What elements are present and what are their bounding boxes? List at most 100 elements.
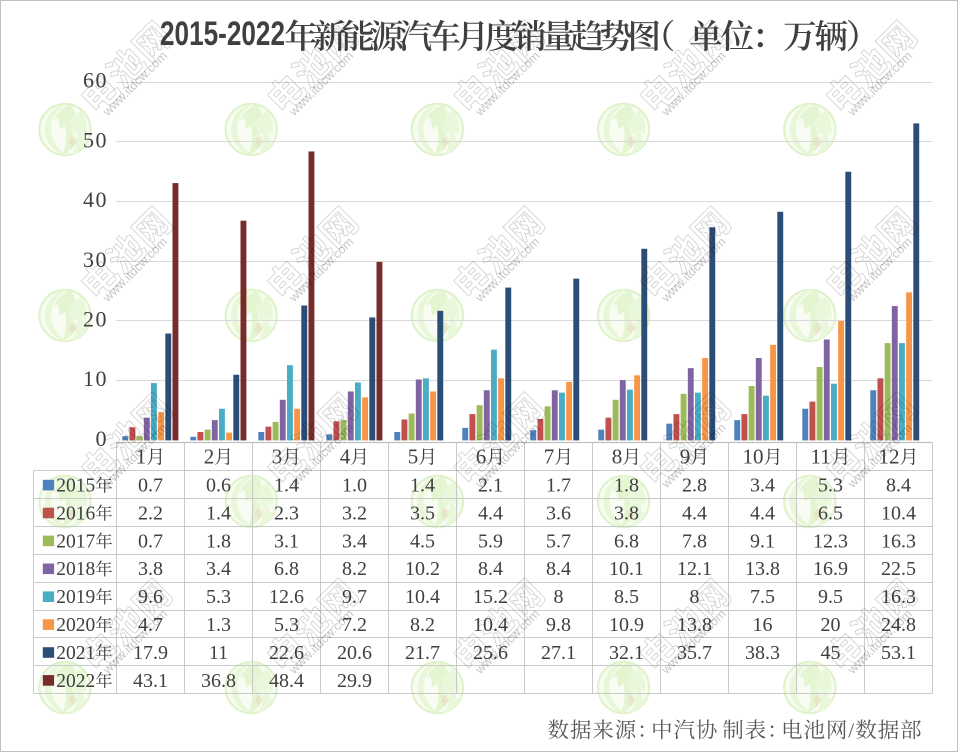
svg-text:25.6: 25.6 xyxy=(473,642,508,664)
svg-text:1.3: 1.3 xyxy=(206,614,231,636)
svg-text:2019: 2019 xyxy=(56,587,95,608)
svg-text:22.5: 22.5 xyxy=(881,558,916,580)
svg-text:1.7: 1.7 xyxy=(546,475,571,497)
svg-text:22.6: 22.6 xyxy=(269,642,304,664)
svg-text:21.7: 21.7 xyxy=(405,642,440,664)
svg-text:8.2: 8.2 xyxy=(410,614,435,636)
svg-text:6.5: 6.5 xyxy=(818,502,843,524)
svg-text:10.9: 10.9 xyxy=(609,614,644,636)
svg-text:7.5: 7.5 xyxy=(750,586,775,608)
svg-text:10.1: 10.1 xyxy=(609,558,644,580)
svg-text:27.1: 27.1 xyxy=(541,642,576,664)
svg-text:0.6: 0.6 xyxy=(206,475,231,497)
svg-text:3.1: 3.1 xyxy=(274,530,299,552)
svg-text:2017: 2017 xyxy=(56,531,95,552)
svg-text:10.4: 10.4 xyxy=(473,614,508,636)
svg-text:20: 20 xyxy=(83,307,108,332)
svg-text:12.1: 12.1 xyxy=(677,558,712,580)
svg-text:11: 11 xyxy=(209,642,228,664)
svg-text:9.5: 9.5 xyxy=(818,586,843,608)
svg-text:12: 12 xyxy=(879,445,900,469)
svg-text:2016: 2016 xyxy=(56,503,95,524)
svg-text:17.9: 17.9 xyxy=(133,642,168,664)
svg-text:9: 9 xyxy=(680,445,691,469)
svg-text:38.3: 38.3 xyxy=(745,642,780,664)
svg-text:5: 5 xyxy=(408,445,419,469)
svg-text:11: 11 xyxy=(811,445,831,469)
svg-text:3.8: 3.8 xyxy=(138,558,163,580)
svg-text:3.4: 3.4 xyxy=(206,558,231,580)
svg-text:30: 30 xyxy=(83,247,108,272)
svg-text:4.4: 4.4 xyxy=(682,502,707,524)
svg-text:2015: 2015 xyxy=(56,476,95,497)
svg-text:8: 8 xyxy=(554,586,564,608)
svg-text:15.2: 15.2 xyxy=(473,586,508,608)
svg-text:2: 2 xyxy=(204,445,215,469)
svg-text:2.8: 2.8 xyxy=(682,475,707,497)
svg-text:10: 10 xyxy=(743,445,764,469)
svg-text:3.6: 3.6 xyxy=(546,502,571,524)
svg-text:6.8: 6.8 xyxy=(614,530,639,552)
svg-text:8: 8 xyxy=(690,586,700,608)
svg-text:0.7: 0.7 xyxy=(138,530,163,552)
svg-text:4.5: 4.5 xyxy=(410,530,435,552)
svg-text:45: 45 xyxy=(821,642,841,664)
svg-text:35.7: 35.7 xyxy=(677,642,712,664)
svg-text:20: 20 xyxy=(821,614,841,636)
svg-text:8: 8 xyxy=(612,445,623,469)
svg-text:48.4: 48.4 xyxy=(269,670,304,692)
svg-text:1.4: 1.4 xyxy=(206,502,231,524)
svg-text:1.8: 1.8 xyxy=(614,475,639,497)
svg-text:12.6: 12.6 xyxy=(269,586,304,608)
svg-text:2015-2022: 2015-2022 xyxy=(160,15,285,53)
svg-text:1.4: 1.4 xyxy=(410,475,435,497)
svg-text:24.8: 24.8 xyxy=(881,614,916,636)
svg-text:13.8: 13.8 xyxy=(677,614,712,636)
svg-text:7: 7 xyxy=(544,445,555,469)
svg-text:8.4: 8.4 xyxy=(478,558,503,580)
svg-text:5.3: 5.3 xyxy=(818,475,843,497)
svg-text:5.3: 5.3 xyxy=(206,586,231,608)
svg-text:20.6: 20.6 xyxy=(337,642,372,664)
svg-text:43.1: 43.1 xyxy=(133,670,168,692)
svg-text:9.7: 9.7 xyxy=(342,586,367,608)
svg-text:2.1: 2.1 xyxy=(478,475,503,497)
svg-text:8.2: 8.2 xyxy=(342,558,367,580)
svg-text:8.4: 8.4 xyxy=(886,475,911,497)
svg-text:8.5: 8.5 xyxy=(614,586,639,608)
svg-text:3.4: 3.4 xyxy=(750,475,775,497)
svg-text:3.4: 3.4 xyxy=(342,530,367,552)
svg-text:4: 4 xyxy=(340,445,351,469)
svg-text:6.8: 6.8 xyxy=(274,558,299,580)
svg-text:16.3: 16.3 xyxy=(881,530,916,552)
svg-text:6: 6 xyxy=(476,445,487,469)
svg-text:53.1: 53.1 xyxy=(881,642,916,664)
svg-text:0: 0 xyxy=(96,426,109,451)
svg-text:2018: 2018 xyxy=(56,559,95,580)
svg-text:16: 16 xyxy=(753,614,773,636)
svg-text:5.9: 5.9 xyxy=(478,530,503,552)
svg-text:5.3: 5.3 xyxy=(274,614,299,636)
svg-text:32.1: 32.1 xyxy=(609,642,644,664)
svg-text:5.7: 5.7 xyxy=(546,530,571,552)
svg-text:36.8: 36.8 xyxy=(201,670,236,692)
svg-text:9.1: 9.1 xyxy=(750,530,775,552)
svg-text:4.4: 4.4 xyxy=(478,502,503,524)
svg-text:2020: 2020 xyxy=(56,615,95,636)
svg-text:13.8: 13.8 xyxy=(745,558,780,580)
svg-text:7.2: 7.2 xyxy=(342,614,367,636)
svg-text:8.4: 8.4 xyxy=(546,558,571,580)
svg-text:0.7: 0.7 xyxy=(138,475,163,497)
svg-text:16.9: 16.9 xyxy=(813,558,848,580)
svg-text:/: / xyxy=(848,719,854,743)
svg-text:2.2: 2.2 xyxy=(138,502,163,524)
svg-text:3.5: 3.5 xyxy=(410,502,435,524)
svg-text:2022: 2022 xyxy=(56,671,95,692)
svg-text:10.4: 10.4 xyxy=(405,586,440,608)
svg-text:7.8: 7.8 xyxy=(682,530,707,552)
svg-text:10.2: 10.2 xyxy=(405,558,440,580)
svg-text:50: 50 xyxy=(83,127,108,152)
svg-text:4.4: 4.4 xyxy=(750,502,775,524)
svg-text:10: 10 xyxy=(83,366,108,391)
svg-text:1.8: 1.8 xyxy=(206,530,231,552)
